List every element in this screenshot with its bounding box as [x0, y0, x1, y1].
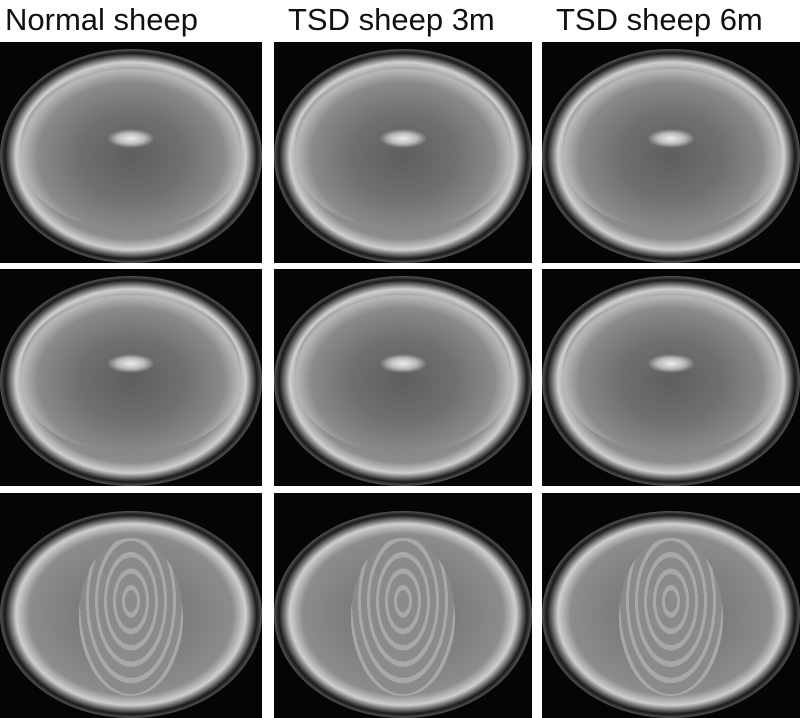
brain [562, 68, 780, 228]
ventricles [379, 128, 427, 149]
mri-panel-tsd-6m-row3 [542, 493, 800, 718]
mri-panel-normal-row2 [0, 269, 262, 486]
ventricles [106, 128, 156, 149]
column-header-tsd-6m: TSD sheep 6m [556, 2, 763, 37]
ventricles [647, 354, 695, 374]
ventricles [379, 354, 427, 374]
column-header-normal: Normal sheep [5, 2, 198, 37]
column-header-tsd-3m: TSD sheep 3m [288, 2, 495, 37]
mri-panel-tsd-6m-row2 [542, 269, 800, 486]
mri-panel-tsd-6m-row1 [542, 42, 800, 263]
brain [294, 295, 512, 452]
mri-panel-tsd-3m-row1 [274, 42, 532, 263]
ventricles [106, 354, 156, 374]
brain [562, 295, 780, 452]
mri-panel-normal-row1 [0, 42, 262, 263]
mri-panel-tsd-3m-row3 [274, 493, 532, 718]
brain [20, 68, 242, 228]
cerebellum [78, 538, 184, 696]
cerebellum [351, 538, 455, 696]
mri-panel-normal-row3 [0, 493, 262, 718]
mri-panel-tsd-3m-row2 [274, 269, 532, 486]
brain [294, 68, 512, 228]
ventricles [647, 128, 695, 149]
brain [20, 295, 242, 452]
cerebellum [619, 538, 723, 696]
